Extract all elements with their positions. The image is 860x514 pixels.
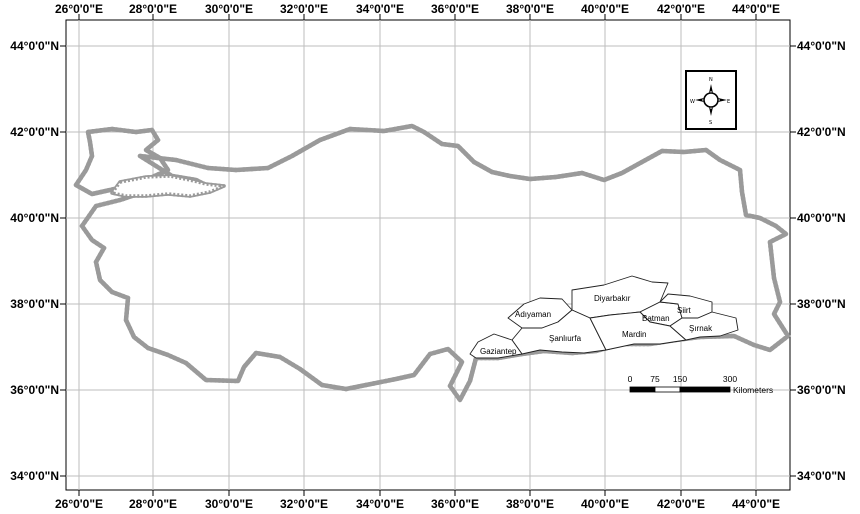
- lon-label-top: 32°0'0"E: [280, 2, 328, 16]
- lon-label-top: 42°0'0"E: [657, 2, 705, 16]
- scale-tick-label: 300: [723, 374, 737, 384]
- lon-label-bottom: 40°0'0"E: [581, 497, 629, 511]
- lat-label-right: 34°0'0"N: [797, 469, 846, 483]
- province-label-siirt: Siirt: [677, 306, 692, 315]
- province-label-adiyaman: Adıyaman: [515, 310, 551, 319]
- lon-label-bottom: 42°0'0"E: [657, 497, 705, 511]
- province-gaziantep: [469, 333, 523, 359]
- province-label-diyarbakir: Diyarbakır: [594, 294, 631, 303]
- scale-bar: 0 75 150 300 Kilometers: [628, 374, 774, 395]
- lon-label-bottom: 44°0'0"E: [732, 497, 780, 511]
- right-latitude-labels: 44°0'0"N 42°0'0"N 40°0'0"N 38°0'0"N 36°0…: [797, 39, 846, 483]
- scale-tick-label: 0: [628, 374, 633, 384]
- anatolia-outline: [82, 126, 788, 400]
- compass-needle-icon: [695, 84, 727, 116]
- lat-label-right: 44°0'0"N: [797, 39, 846, 53]
- lat-label-left: 40°0'0"N: [10, 211, 59, 225]
- west-letter: W: [690, 99, 695, 105]
- lat-label-left: 36°0'0"N: [10, 383, 59, 397]
- scale-tick-label: 150: [673, 374, 687, 384]
- province-label-sanliurfa: Şanlıurfa: [549, 334, 582, 343]
- top-longitude-labels: 26°0'0"E 28°0'0"E 30°0'0"E 32°0'0"E 34°0…: [55, 2, 780, 16]
- south-letter: S: [709, 120, 712, 126]
- scale-segment-3: [679, 386, 731, 393]
- scale-unit-label: Kilometers: [733, 385, 773, 395]
- province-label-batman: Batman: [642, 314, 670, 323]
- lon-label-bottom: 26°0'0"E: [55, 497, 103, 511]
- north-letter: N: [709, 77, 713, 83]
- graticule: [66, 20, 790, 490]
- scale-segment-1: [629, 386, 656, 393]
- frame-ticks: [60, 14, 796, 496]
- lon-label-bottom: 36°0'0"E: [431, 497, 479, 511]
- lat-label-right: 42°0'0"N: [797, 125, 846, 139]
- lon-label-bottom: 38°0'0"E: [506, 497, 554, 511]
- compass-icon: [703, 92, 719, 108]
- province-label-mardin: Mardin: [622, 330, 646, 339]
- lon-label-bottom: 34°0'0"E: [356, 497, 404, 511]
- province-sirnak: [669, 311, 739, 341]
- anatolia-outline-halo: [79, 123, 791, 403]
- left-latitude-labels: 44°0'0"N 42°0'0"N 40°0'0"N 38°0'0"N 36°0…: [10, 39, 59, 483]
- east-letter: E: [727, 99, 730, 105]
- lon-label-top: 34°0'0"E: [356, 2, 404, 16]
- lat-label-left: 44°0'0"N: [10, 39, 59, 53]
- province-layer: [469, 275, 739, 359]
- lat-label-right: 36°0'0"N: [797, 383, 846, 397]
- lat-label-left: 34°0'0"N: [10, 469, 59, 483]
- province-label-gaziantep: Gaziantep: [480, 347, 517, 356]
- scale-segment-2: [654, 386, 681, 393]
- north-arrow: N E S W: [685, 70, 737, 130]
- lon-label-bottom: 32°0'0"E: [280, 497, 328, 511]
- lat-label-right: 40°0'0"N: [797, 211, 846, 225]
- lon-label-top: 26°0'0"E: [55, 2, 103, 16]
- lon-label-bottom: 28°0'0"E: [129, 497, 177, 511]
- scale-tick-label: 75: [650, 374, 660, 384]
- lon-label-top: 38°0'0"E: [506, 2, 554, 16]
- lon-label-bottom: 30°0'0"E: [205, 497, 253, 511]
- lon-label-top: 40°0'0"E: [581, 2, 629, 16]
- map-frame: [65, 19, 791, 491]
- lat-label-left: 38°0'0"N: [10, 297, 59, 311]
- province-labels: Adıyaman Diyarbakır Siirt Batman Şanlıur…: [480, 294, 713, 356]
- lon-label-top: 30°0'0"E: [205, 2, 253, 16]
- lon-label-top: 36°0'0"E: [431, 2, 479, 16]
- lat-label-left: 42°0'0"N: [10, 125, 59, 139]
- bottom-longitude-labels: 26°0'0"E 28°0'0"E 30°0'0"E 32°0'0"E 34°0…: [55, 497, 780, 511]
- lon-label-top: 44°0'0"E: [732, 2, 780, 16]
- lat-label-right: 38°0'0"N: [797, 297, 846, 311]
- lon-label-top: 28°0'0"E: [129, 2, 177, 16]
- province-label-sirnak: Şırnak: [689, 324, 713, 333]
